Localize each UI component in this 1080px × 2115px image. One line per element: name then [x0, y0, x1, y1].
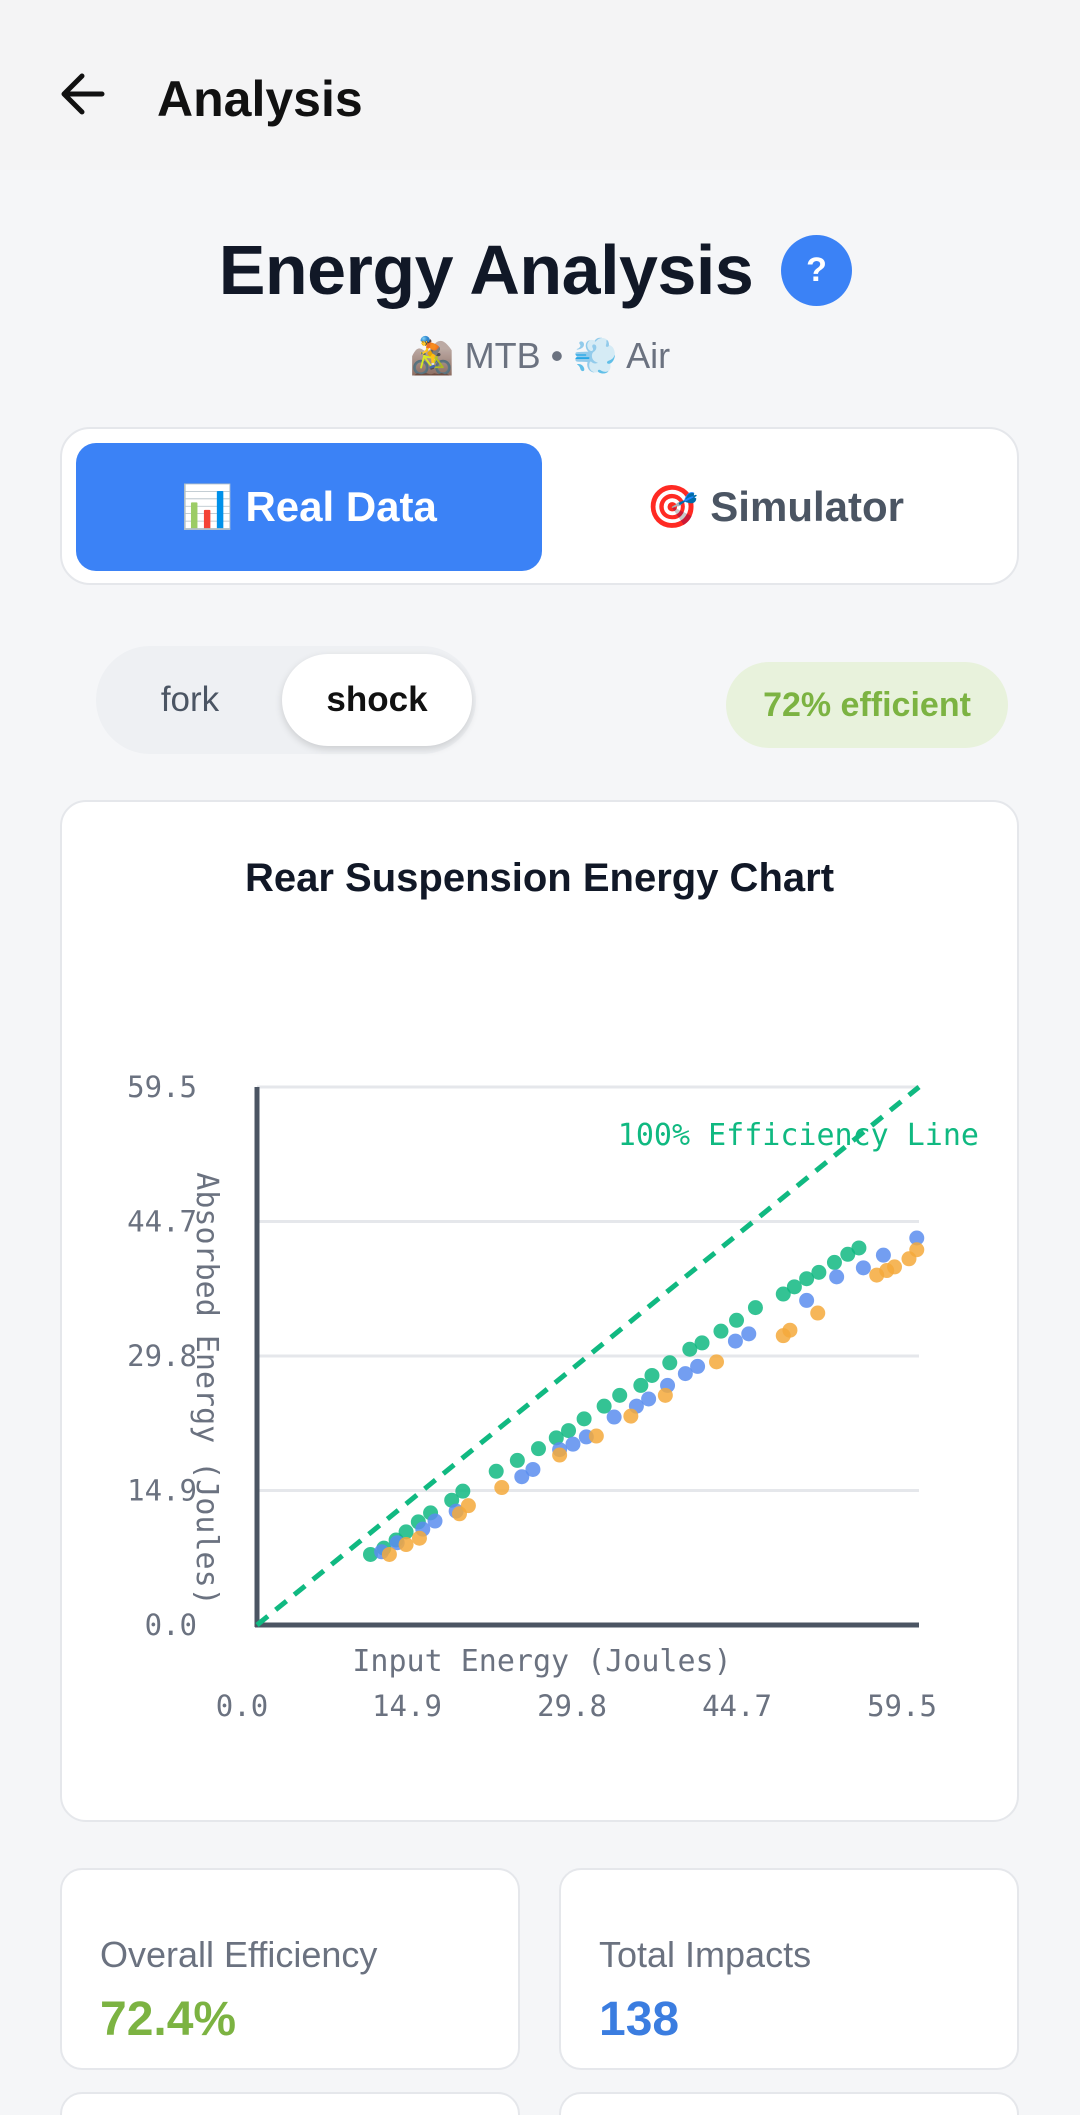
data-point — [525, 1461, 541, 1477]
data-point — [875, 1247, 891, 1263]
toggle-fork[interactable]: fork — [160, 680, 220, 719]
data-point — [709, 1354, 725, 1370]
data-point — [509, 1452, 525, 1468]
y-tick-label: 59.5 — [127, 1070, 197, 1104]
y-tick-label: 14.9 — [127, 1474, 197, 1508]
x-tick-label: 59.5 — [867, 1689, 937, 1723]
suspension-toggle: fork shock — [96, 646, 476, 754]
y-tick-label: 44.7 — [127, 1205, 197, 1239]
help-button[interactable]: ? — [781, 235, 852, 306]
data-point — [623, 1408, 639, 1424]
data-point — [887, 1259, 903, 1275]
data-point — [514, 1469, 530, 1485]
y-tick-label: 29.8 — [127, 1339, 197, 1373]
x-tick-label: 29.8 — [537, 1689, 607, 1723]
target-icon: 🎯 — [646, 482, 699, 530]
data-point — [427, 1513, 443, 1529]
y-tick-label: 0.0 — [145, 1608, 197, 1642]
data-point — [682, 1341, 698, 1357]
data-point — [488, 1463, 504, 1479]
bar-chart-icon: 📊 — [181, 482, 234, 530]
energy-scatter-chart: 0.0 14.9 29.8 44.7 59.5 0.0 14.9 29.8 44.7 59.5 I… — [127, 1070, 979, 1723]
arrow-left-icon — [61, 73, 105, 115]
data-point — [851, 1240, 867, 1256]
back-button[interactable] — [52, 62, 116, 126]
stat-card-partial — [60, 2092, 520, 2115]
chart-title: Rear Suspension Energy Chart — [244, 856, 835, 900]
stat-label: Total Impacts — [599, 1934, 812, 1975]
data-point — [662, 1355, 678, 1371]
tab-real-data[interactable]: 📊 Real Data — [76, 443, 542, 571]
bike-type-subtitle: 🚵 MTB • 💨 Air — [409, 335, 671, 376]
data-point — [909, 1242, 925, 1258]
data-point — [588, 1428, 604, 1444]
overall-efficiency-card: Overall Efficiency 72.4% — [60, 1868, 520, 2070]
data-point — [677, 1366, 693, 1382]
data-point — [641, 1391, 657, 1407]
stat-label: Overall Efficiency — [100, 1934, 378, 1975]
tab-simulator[interactable]: 🎯 Simulator — [542, 443, 1008, 571]
data-point — [576, 1411, 592, 1427]
data-point — [829, 1269, 845, 1285]
data-point — [786, 1279, 802, 1295]
data-point — [565, 1436, 581, 1452]
data-point — [775, 1286, 791, 1302]
efficiency-badge: 72% efficient — [726, 662, 1008, 748]
data-point — [729, 1312, 745, 1328]
data-point — [398, 1524, 414, 1540]
data-point — [460, 1498, 476, 1514]
data-point — [840, 1246, 856, 1262]
data-point — [381, 1546, 397, 1562]
data-point — [548, 1430, 564, 1446]
total-impacts-card: Total Impacts 138 — [559, 1868, 1019, 2070]
data-point — [810, 1305, 826, 1321]
help-icon: ? — [806, 251, 827, 289]
page-title: Energy Analysis — [218, 231, 754, 309]
data-point — [799, 1271, 815, 1287]
data-point — [552, 1447, 568, 1463]
data-point — [799, 1292, 815, 1308]
tab-real-data-label: Real Data — [245, 483, 437, 530]
page-title-row: Energy Analysis — [0, 230, 1080, 310]
data-point — [690, 1358, 706, 1374]
data-point — [713, 1323, 729, 1339]
data-point — [612, 1387, 628, 1403]
stat-value: 72.4% — [100, 1993, 237, 2046]
data-point — [398, 1537, 414, 1553]
data-point — [855, 1260, 871, 1276]
energy-chart-card: Rear Suspension Energy Chart 0.0 14.9 29.8… — [60, 800, 1019, 1822]
top-app-bar: Analysis — [0, 0, 1080, 170]
data-point — [727, 1333, 743, 1349]
data-point — [741, 1326, 757, 1342]
x-tick-label: 14.9 — [372, 1689, 442, 1723]
data-point — [494, 1480, 510, 1496]
data-point — [644, 1367, 660, 1383]
data-point — [596, 1398, 612, 1414]
x-axis-label: Input Energy (Joules) — [352, 1644, 731, 1679]
stat-card-partial — [559, 2092, 1019, 2115]
app-bar-title: Analysis — [157, 71, 363, 127]
y-axis-label: Absorbed Energy (Joules) — [189, 1172, 224, 1605]
x-tick-label: 44.7 — [702, 1689, 772, 1723]
data-point — [657, 1387, 673, 1403]
data-point — [455, 1483, 471, 1499]
stat-value: 138 — [599, 1993, 680, 2046]
data-point — [561, 1423, 577, 1439]
data-point — [633, 1377, 649, 1393]
toggle-shock[interactable]: shock — [282, 654, 472, 746]
data-point — [909, 1230, 925, 1246]
data-point — [747, 1300, 763, 1316]
tab-simulator-label: Simulator — [710, 483, 904, 530]
mode-switcher: 📊 Real Data 🎯 Simulator — [60, 427, 1019, 585]
data-point — [782, 1322, 798, 1338]
data-point — [811, 1264, 827, 1280]
data-point — [411, 1530, 427, 1546]
x-tick-label: 0.0 — [216, 1689, 268, 1723]
efficiency-line-label: 100% Efficiency Line — [618, 1118, 979, 1153]
data-point — [606, 1409, 622, 1425]
data-point — [530, 1441, 546, 1457]
data-point — [694, 1335, 710, 1351]
data-point — [826, 1254, 842, 1270]
